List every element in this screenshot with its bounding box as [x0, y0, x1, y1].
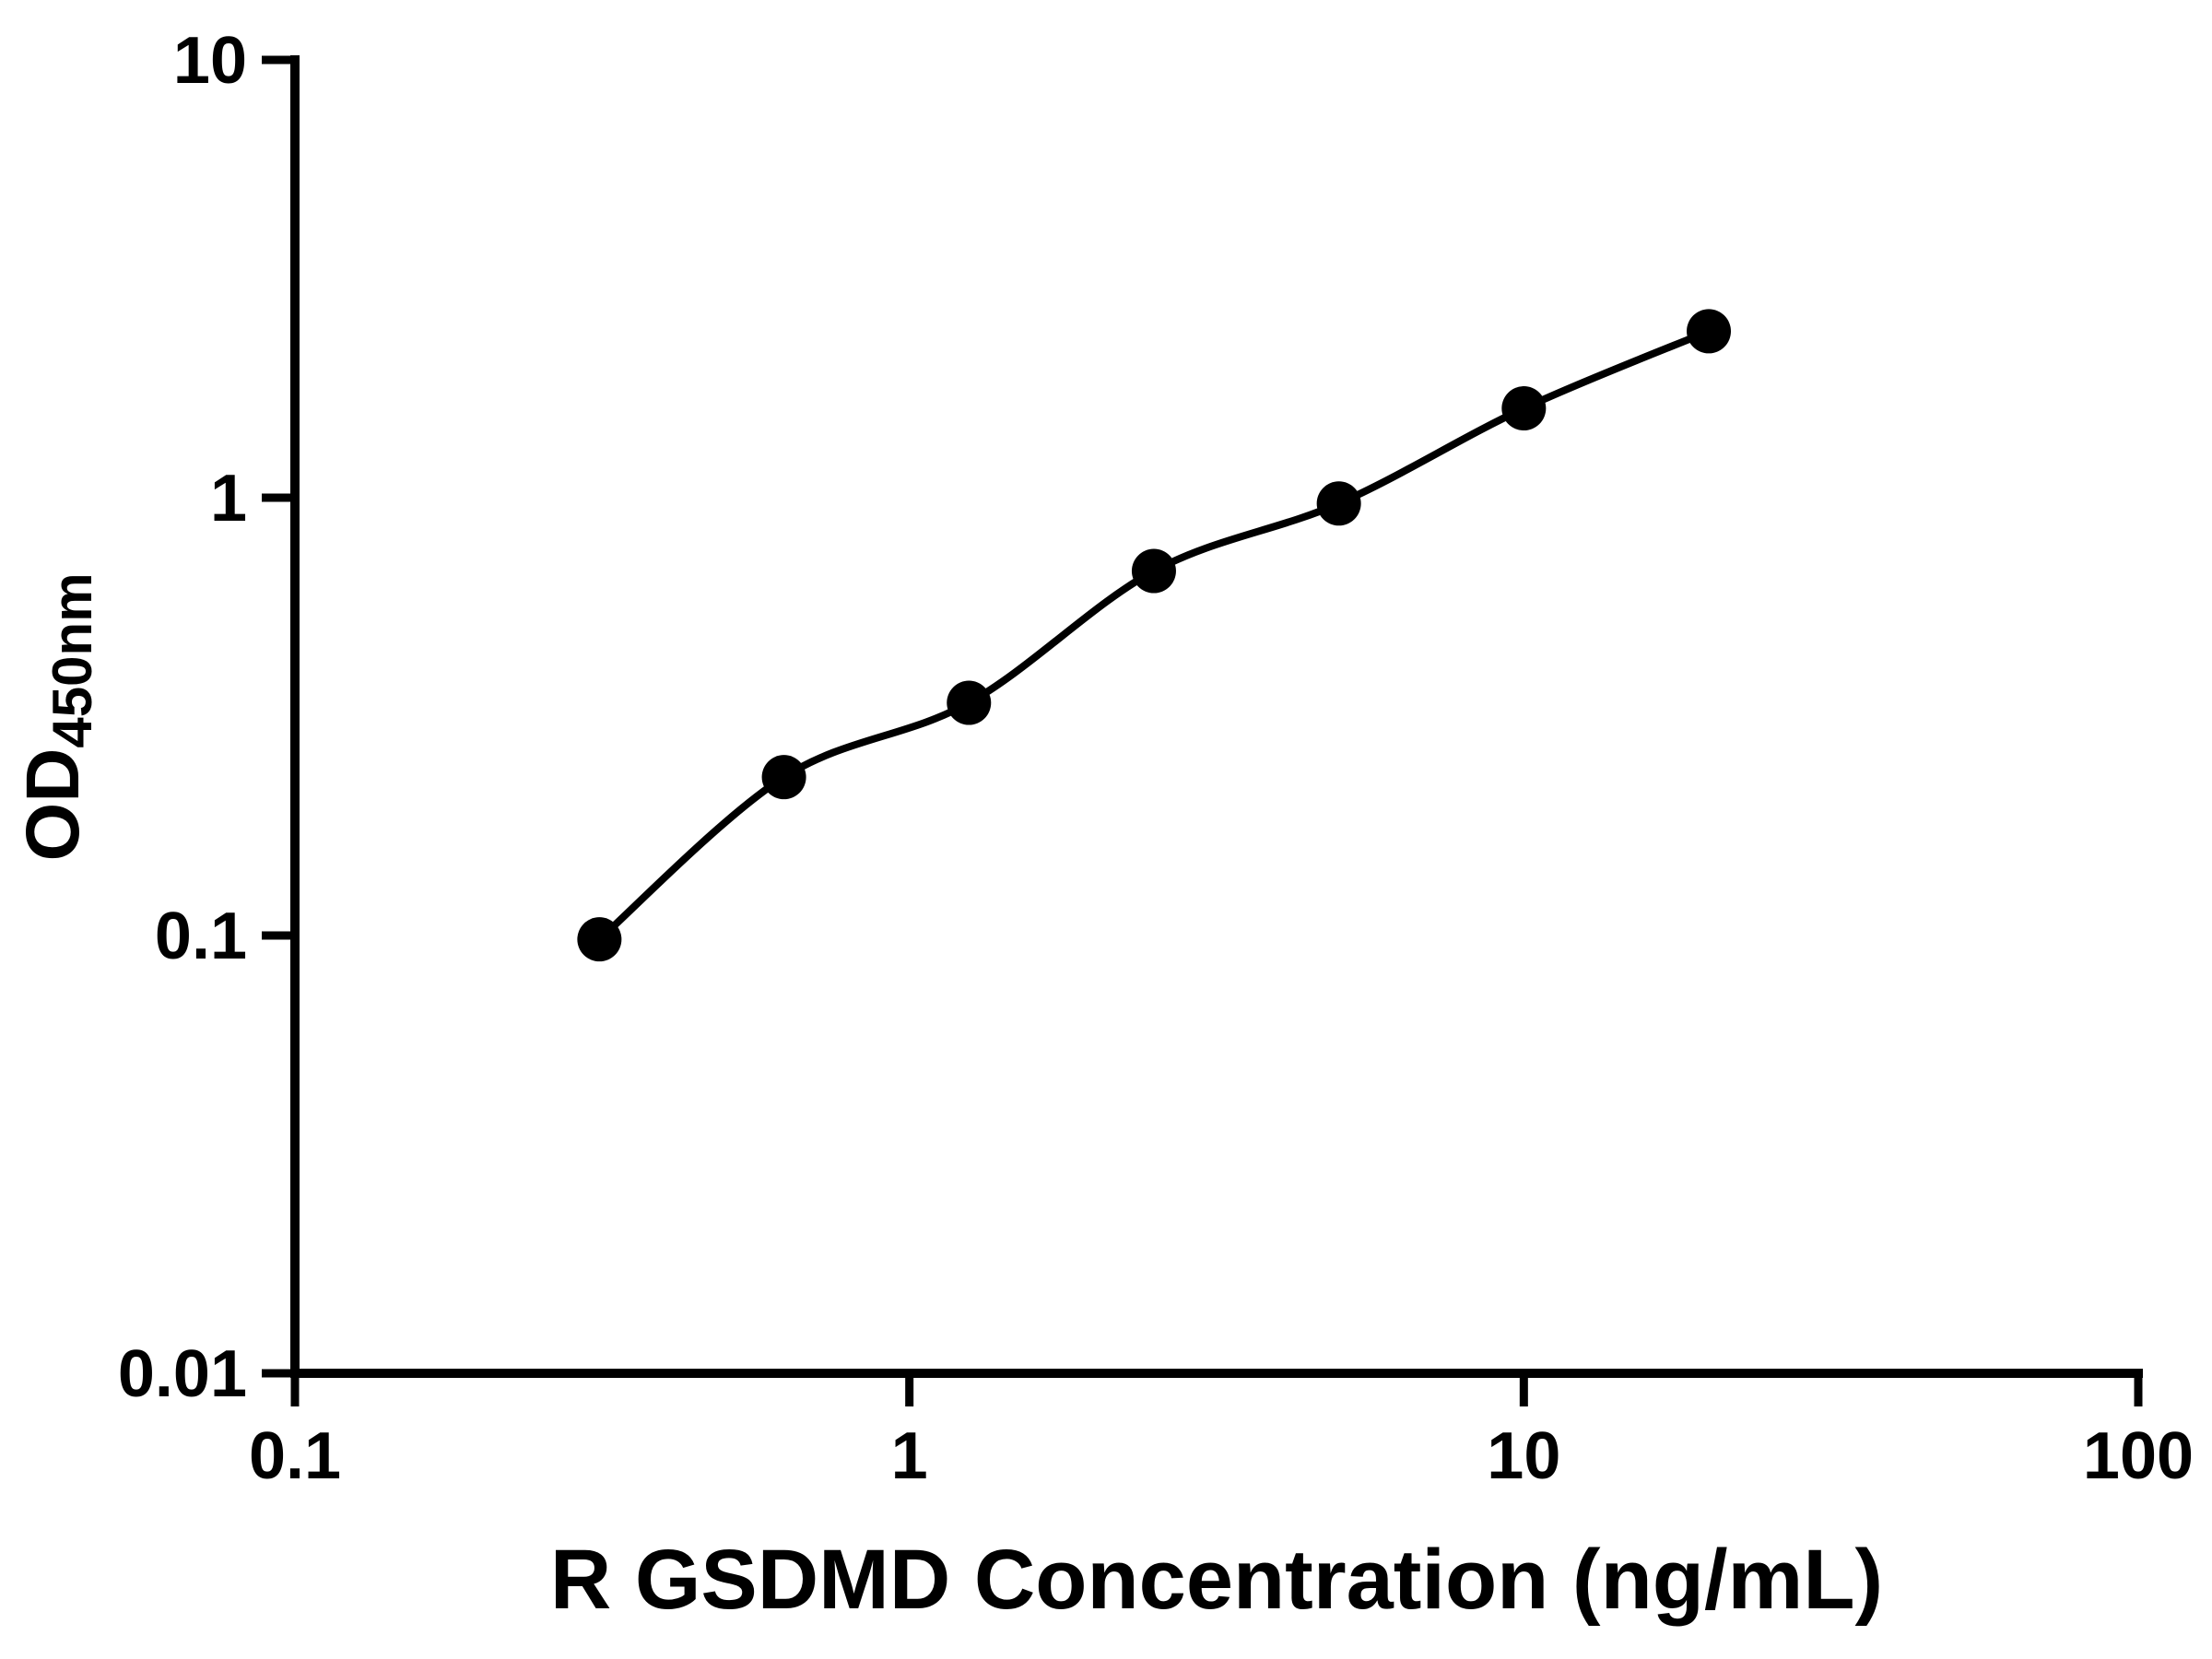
- y-axis-title-main: OD: [11, 748, 95, 862]
- data-point: [1131, 548, 1176, 594]
- data-point: [577, 917, 622, 962]
- data-point: [761, 755, 806, 800]
- data-point: [1316, 481, 1361, 526]
- x-tick-label: 1: [891, 1419, 928, 1493]
- x-tick-label: 10: [1487, 1419, 1560, 1493]
- x-tick-label: 100: [2083, 1419, 2194, 1493]
- y-axis-title: OD450nm: [11, 572, 103, 861]
- y-tick-label: 10: [173, 24, 247, 98]
- y-tick-label: 1: [210, 462, 247, 535]
- data-point: [1501, 386, 1547, 431]
- data-point: [947, 680, 992, 725]
- x-axis-title: R GSDMD Concentration (ng/mL): [550, 1533, 1883, 1627]
- y-tick-label: 0.1: [155, 900, 247, 973]
- axes-spine: [290, 55, 2143, 1378]
- fit-curve: [596, 327, 1711, 943]
- x-tick-label: 0.1: [249, 1419, 341, 1493]
- y-axis-title-subscript: 450nm: [41, 572, 103, 747]
- y-tick-label: 0.01: [118, 1337, 247, 1411]
- data-point: [1687, 309, 1732, 354]
